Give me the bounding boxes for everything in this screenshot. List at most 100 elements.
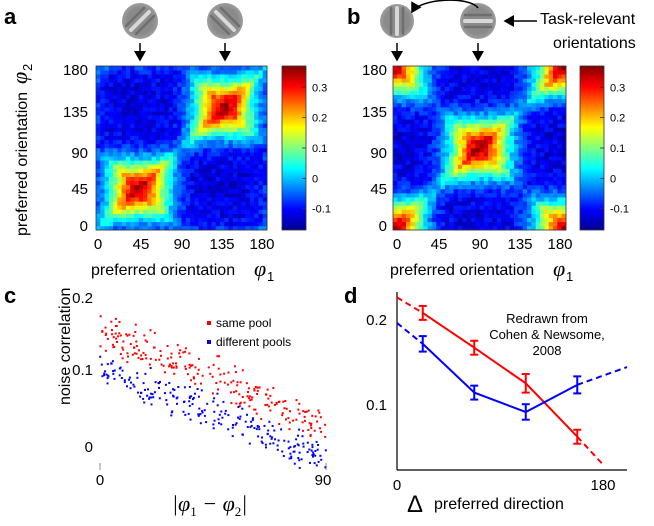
scatter-point: [233, 365, 236, 368]
scatter-point: [249, 426, 252, 429]
heatmap-cell: [431, 209, 437, 214]
scatter-point: [272, 442, 275, 445]
heatmap-cell: [427, 98, 433, 104]
heatmap-cell: [113, 111, 118, 116]
heatmap-cell: [453, 160, 459, 165]
heatmap-cell: [423, 197, 428, 202]
heatmap-cell: [492, 82, 498, 87]
y-tick-label: 45: [370, 181, 387, 198]
heatmap-cell: [483, 184, 489, 190]
heatmap-cell: [457, 119, 463, 124]
heatmap-cell: [397, 94, 402, 100]
heatmap-cell: [224, 221, 229, 227]
heatmap-cell: [553, 74, 558, 79]
heatmap-cell: [185, 205, 191, 210]
heatmap-cell: [104, 143, 110, 149]
heatmap-cell: [147, 131, 152, 136]
heatmap-cell: [147, 148, 152, 153]
heatmap-cell: [207, 90, 212, 95]
heatmap-cell: [492, 168, 498, 173]
heatmap-cell: [401, 193, 407, 198]
heatmap-cell: [121, 205, 127, 210]
heatmap-cell: [479, 70, 485, 75]
heatmap-cell: [155, 152, 161, 157]
heatmap-cell: [514, 139, 519, 145]
heatmap-cell: [168, 139, 174, 145]
heatmap-cell: [190, 70, 195, 75]
y-tick-label: 0.1: [72, 362, 93, 379]
heatmap-cell: [492, 184, 498, 190]
heatmap-cell: [151, 201, 157, 206]
heatmap-cell: [401, 78, 407, 83]
heatmap-cell: [531, 156, 537, 161]
heatmap-cell: [431, 168, 437, 173]
scatter-point: [144, 372, 147, 375]
heatmap-cell: [121, 217, 127, 223]
heatmap-cell: [134, 156, 140, 161]
scatter-point: [168, 382, 171, 384]
series-line-blue: [422, 343, 578, 414]
heatmap-cell: [518, 111, 524, 116]
heatmap-cell: [211, 143, 217, 149]
heatmap-cell: [190, 135, 195, 141]
heatmap-cell: [121, 164, 127, 169]
heatmap-cell: [262, 111, 268, 116]
heatmap-cell: [401, 156, 407, 161]
heatmap-cell: [418, 82, 424, 87]
heatmap-cell: [492, 107, 498, 112]
heatmap-cell: [262, 123, 268, 128]
heatmap-cell: [531, 209, 537, 214]
scatter-point: [176, 344, 179, 347]
heatmap-cell: [535, 135, 541, 141]
heatmap-cell: [444, 201, 450, 206]
heatmap-cell: [470, 184, 476, 190]
heatmap-cell: [134, 98, 140, 104]
heatmap-cell: [228, 189, 234, 194]
heatmap-cell: [228, 197, 234, 202]
scatter-point: [197, 395, 200, 398]
heatmap-cell: [134, 111, 140, 116]
heatmap-cell: [228, 135, 234, 141]
heatmap-cell: [100, 107, 105, 112]
heatmap-cell: [215, 221, 221, 227]
heatmap-cell: [219, 135, 225, 141]
heatmap-cell: [113, 74, 118, 79]
svg-text:φ: φ: [7, 72, 32, 84]
heatmap-cell: [164, 131, 169, 136]
heatmap-cell: [198, 156, 204, 161]
heatmap-cell: [262, 168, 268, 173]
heatmap-cell: [168, 205, 174, 210]
heatmap-cell: [436, 172, 441, 177]
heatmap-cell: [130, 209, 135, 214]
heatmap-cell: [488, 74, 493, 79]
scatter-point: [284, 400, 287, 402]
heatmap-cell: [160, 115, 165, 120]
heatmap-cell: [418, 189, 424, 194]
heatmap-cell: [405, 74, 411, 79]
heatmap-cell: [215, 160, 221, 165]
heatmap-cell: [254, 98, 259, 104]
heatmap-cell: [479, 148, 485, 153]
heatmap-cell: [414, 111, 420, 116]
heatmap-cell: [518, 102, 524, 108]
heatmap-cell: [440, 102, 446, 108]
heatmap-cell: [410, 123, 415, 128]
heatmap-cell: [527, 197, 532, 202]
heatmap-cell: [219, 90, 225, 95]
heatmap-cell: [190, 82, 195, 87]
heatmap-cell: [444, 143, 450, 149]
panel-label-a: a: [4, 4, 17, 29]
heatmap-cell: [125, 221, 131, 227]
heatmap-cell: [130, 66, 135, 71]
heatmap-cell: [245, 143, 251, 149]
heatmap-cell: [207, 209, 212, 214]
heatmap-cell: [522, 82, 528, 87]
heatmap-cell: [518, 119, 524, 124]
heatmap-cell: [522, 209, 528, 214]
heatmap-cell: [540, 123, 545, 128]
heatmap-cell: [483, 217, 489, 223]
heatmap-cell: [397, 98, 402, 104]
heatmap-cell: [177, 102, 182, 108]
heatmap-cell: [258, 184, 264, 190]
